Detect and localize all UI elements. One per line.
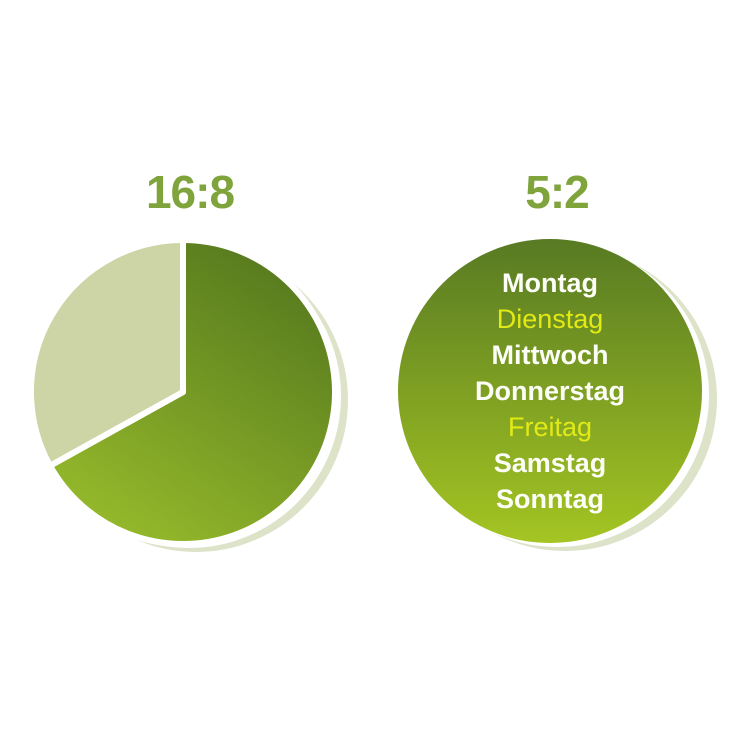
day-label: Montag	[502, 268, 598, 298]
day-label: Mittwoch	[491, 340, 609, 370]
pie-slice-fasting	[47, 237, 338, 547]
day-label: Sonntag	[496, 484, 604, 514]
left-pie-title: 16:8	[145, 166, 235, 218]
day-label: Donnerstag	[474, 376, 626, 406]
week-circle	[398, 239, 702, 543]
pie-slice-eating	[28, 237, 186, 469]
right-circle-title: 5:2	[525, 166, 589, 218]
day-label: Freitag	[507, 412, 593, 442]
day-list: Montag Dienstag Mittwoch Donnerstag Freitag S…	[400, 265, 700, 517]
pie-chart-16-8	[28, 237, 348, 552]
circle-chart-5-2	[398, 239, 717, 551]
day-label: Dienstag	[496, 304, 604, 334]
day-label: Samstag	[493, 448, 607, 478]
